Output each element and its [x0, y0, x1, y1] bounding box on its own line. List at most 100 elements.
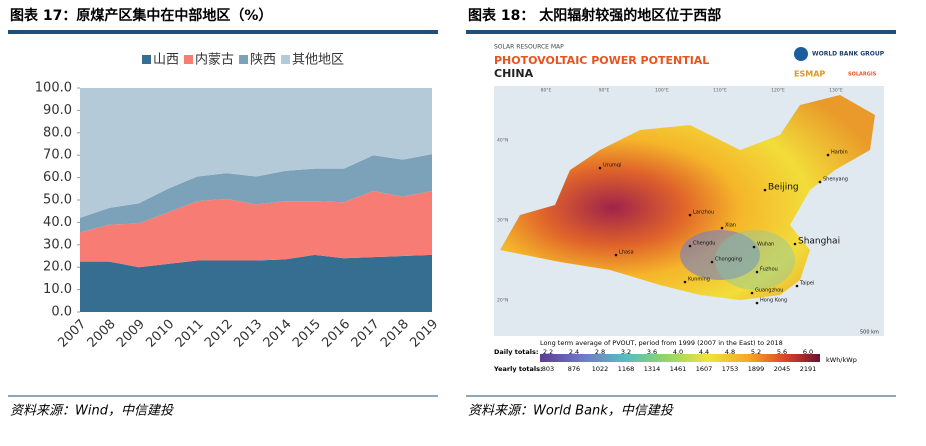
area [80, 254, 432, 312]
map-kicker: SOLAR RESOURCE MAP [494, 44, 564, 51]
x-tick-label: 2008 [85, 317, 119, 351]
x-tick-label: 2010 [143, 317, 177, 351]
logo: ESMAP [794, 70, 825, 79]
city-dot [710, 260, 714, 264]
longitude-label: 100°E [655, 88, 669, 94]
legend-label: Daily totals: [494, 348, 539, 356]
city-label: Chengdu [693, 241, 715, 247]
longitude-label: 80°E [541, 88, 552, 94]
legend-swatch [184, 55, 194, 64]
daily-label: 5.6 [777, 348, 787, 356]
x-tick-label: 2013 [231, 317, 265, 351]
city-dot [826, 153, 830, 157]
city-dot [688, 244, 692, 248]
east-zone [715, 230, 795, 290]
city-dot [818, 180, 822, 184]
header-rule [8, 30, 438, 34]
legend-unit: kWh/kWp [826, 356, 857, 364]
yearly-label: 876 [568, 365, 580, 373]
city-dot [795, 284, 799, 288]
city-label: Shanghai [798, 237, 840, 247]
y-tick-label: 30.0 [43, 237, 72, 252]
daily-label: 6.0 [803, 348, 813, 356]
city-dot [688, 213, 692, 217]
city-dot [793, 242, 797, 246]
y-tick-label: 70.0 [43, 148, 72, 163]
city-label: Kunming [688, 277, 710, 283]
source: 资料来源：World Bank，中信建投 [468, 404, 674, 419]
yearly-label: 1168 [618, 365, 635, 373]
y-tick-label: 100.0 [35, 81, 72, 96]
city-label: Fuzhou [760, 267, 778, 273]
yearly-label: 1753 [722, 365, 739, 373]
city-label: Chongqing [715, 257, 742, 263]
x-tick-label: 2015 [290, 317, 324, 351]
city-label: Beijing [768, 183, 799, 193]
figure-title: 图表 18： 太阳辐射较强的地区位于西部 [468, 7, 721, 24]
yearly-label: 1607 [696, 365, 713, 373]
legend-swatch [142, 55, 151, 64]
city-dot [614, 253, 618, 257]
yearly-label: 1022 [592, 365, 609, 373]
city-label: Wuhan [757, 242, 774, 248]
longitude-label: 120°E [771, 88, 785, 94]
logo: SOLARGIS [848, 72, 877, 78]
daily-label: 4.0 [673, 348, 683, 356]
daily-label: 3.6 [647, 348, 657, 356]
x-tick-label: 2016 [319, 317, 353, 351]
legend-label: 内蒙古 [195, 52, 234, 68]
y-tick-label: 90.0 [43, 103, 72, 118]
city-label: Guangzhou [755, 288, 783, 294]
x-tick-label: 2009 [114, 317, 148, 351]
map-heading: PHOTOVOLTAIC POWER POTENTIAL [494, 54, 709, 67]
yearly-label: 803 [542, 365, 554, 373]
source: 资料来源：Wind，中信建投 [10, 404, 174, 419]
x-tick-label: 2011 [173, 317, 207, 351]
longitude-label: 130°E [829, 88, 843, 94]
city-label: Shenyang [823, 177, 848, 183]
daily-label: 2.4 [569, 348, 579, 356]
x-tick-label: 2018 [378, 317, 412, 351]
legend-label: Yearly totals: [493, 365, 543, 373]
city-dot [755, 270, 759, 274]
city-label: Lanzhou [693, 210, 714, 216]
longitude-label: 110°E [713, 88, 727, 94]
y-tick-label: 10.0 [43, 282, 72, 297]
city-dot [720, 226, 724, 230]
legend-label: 山西 [153, 53, 179, 68]
yearly-label: 2045 [774, 365, 791, 373]
legend-swatch [239, 55, 249, 64]
x-tick-label: 2017 [349, 317, 383, 351]
latitude-label: 30°N [497, 218, 508, 224]
scale: 500 km [860, 330, 879, 336]
china-shape [500, 95, 875, 300]
x-tick-label: 2007 [55, 317, 89, 351]
legend-title: Long term average of PVOUT, period from … [540, 339, 783, 347]
y-tick-label: 20.0 [43, 260, 72, 275]
map-figure: SOLAR RESOURCE MAP PHOTOVOLTAIC POWER PO… [488, 40, 894, 390]
city-dot [763, 188, 767, 192]
y-tick-label: 50.0 [43, 193, 72, 208]
yearly-label: 2191 [800, 365, 817, 373]
city-label: Harbin [831, 150, 848, 156]
daily-label: 2.8 [595, 348, 605, 356]
latitude-label: 20°N [497, 298, 508, 304]
map-country: CHINA [494, 67, 534, 80]
y-tick-label: 80.0 [43, 125, 72, 140]
city-dot [683, 280, 687, 284]
yearly-label: 1899 [748, 365, 765, 373]
area [80, 191, 432, 268]
area [80, 154, 432, 233]
daily-label: 4.4 [699, 348, 709, 356]
area [80, 88, 432, 218]
legend-label: 陕西 [250, 53, 276, 68]
area-chart: 0.0 10.0 20.0 30.0 40.0 50.0 60.0 70.0 80.0 90.0 1… [35, 52, 442, 351]
x-tick-label: 2019 [407, 317, 441, 351]
daily-label: 2.2 [543, 348, 553, 356]
y-tick-label: 60.0 [43, 170, 72, 185]
daily-label: 5.2 [751, 348, 761, 356]
city-dot [752, 245, 756, 249]
x-tick-label: 2012 [202, 317, 236, 351]
x-tick-label: 2014 [261, 317, 295, 351]
